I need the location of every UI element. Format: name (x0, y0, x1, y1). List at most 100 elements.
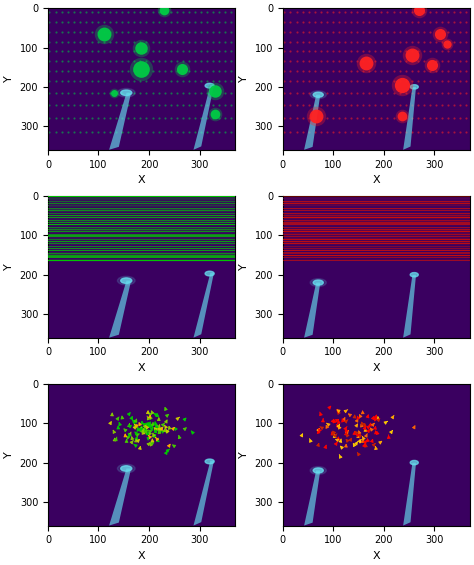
Point (390, 7, 397, 16)
Point (106, 37, 114, 46)
Point (293, 47, 301, 56)
Point (383, 27, 391, 36)
Point (305, 56, 312, 66)
Point (173, 88, 181, 97)
Point (130, 128, 138, 137)
Point (94, 18, 102, 27)
Point (137, 56, 144, 66)
Point (191, 114, 199, 123)
Point (149, 27, 156, 36)
Point (173, 37, 181, 46)
Point (82, 37, 90, 46)
Point (463, 76, 470, 85)
Point (149, 18, 156, 27)
Point (456, 114, 464, 123)
X-axis label: X: X (373, 363, 380, 373)
PathPatch shape (304, 471, 320, 525)
Point (173, 67, 181, 76)
Point (408, 7, 416, 16)
Point (143, 114, 150, 123)
Point (383, 100, 391, 109)
Point (185, 114, 193, 123)
Point (58, 56, 65, 66)
Point (76, 27, 83, 36)
Point (52, 114, 59, 123)
Point (299, 114, 306, 123)
Point (155, 7, 163, 16)
Point (378, 27, 385, 36)
Point (112, 67, 120, 76)
Point (414, 37, 421, 46)
Point (161, 47, 168, 56)
Point (365, 18, 373, 27)
Point (378, 47, 385, 56)
Point (203, 56, 211, 66)
Point (197, 27, 205, 36)
Point (408, 56, 416, 66)
Point (359, 47, 367, 56)
Point (210, 47, 217, 56)
Point (444, 114, 452, 123)
Point (58, 18, 65, 27)
Point (420, 37, 428, 46)
Point (161, 88, 168, 97)
Point (216, 128, 223, 137)
Point (167, 56, 174, 66)
Point (70, 47, 78, 56)
Point (125, 114, 132, 123)
Point (365, 100, 373, 109)
Point (293, 128, 301, 137)
Point (130, 7, 138, 16)
Point (76, 47, 83, 56)
Point (221, 56, 229, 66)
Point (70, 56, 78, 66)
Point (197, 88, 205, 97)
Point (396, 88, 403, 97)
Point (64, 114, 72, 123)
Point (359, 18, 367, 27)
Point (335, 76, 343, 85)
Point (82, 128, 90, 137)
Point (100, 7, 108, 16)
Point (383, 128, 391, 137)
Point (100, 47, 108, 56)
Y-axis label: Y: Y (4, 451, 14, 458)
Point (203, 114, 211, 123)
Point (125, 128, 132, 137)
Point (191, 37, 199, 46)
Point (420, 76, 428, 85)
Point (130, 47, 138, 56)
Point (191, 67, 199, 76)
Point (341, 7, 349, 16)
Point (347, 37, 355, 46)
Point (112, 100, 120, 109)
Point (64, 27, 72, 36)
Point (299, 7, 306, 16)
Point (438, 76, 446, 85)
Point (390, 47, 397, 56)
Point (228, 37, 235, 46)
Point (210, 88, 217, 97)
Point (210, 27, 217, 36)
Point (88, 27, 96, 36)
Point (70, 100, 78, 109)
Point (378, 100, 385, 109)
Point (329, 37, 337, 46)
Point (372, 18, 379, 27)
Point (88, 67, 96, 76)
Point (426, 67, 434, 76)
Point (203, 47, 211, 56)
Point (450, 56, 458, 66)
Point (414, 56, 421, 66)
Point (130, 100, 138, 109)
Point (311, 88, 319, 97)
Point (94, 128, 102, 137)
Point (463, 114, 470, 123)
Point (359, 88, 367, 97)
Point (408, 18, 416, 27)
Point (64, 37, 72, 46)
Point (112, 27, 120, 36)
Point (329, 67, 337, 76)
Point (432, 67, 440, 76)
Point (191, 47, 199, 56)
